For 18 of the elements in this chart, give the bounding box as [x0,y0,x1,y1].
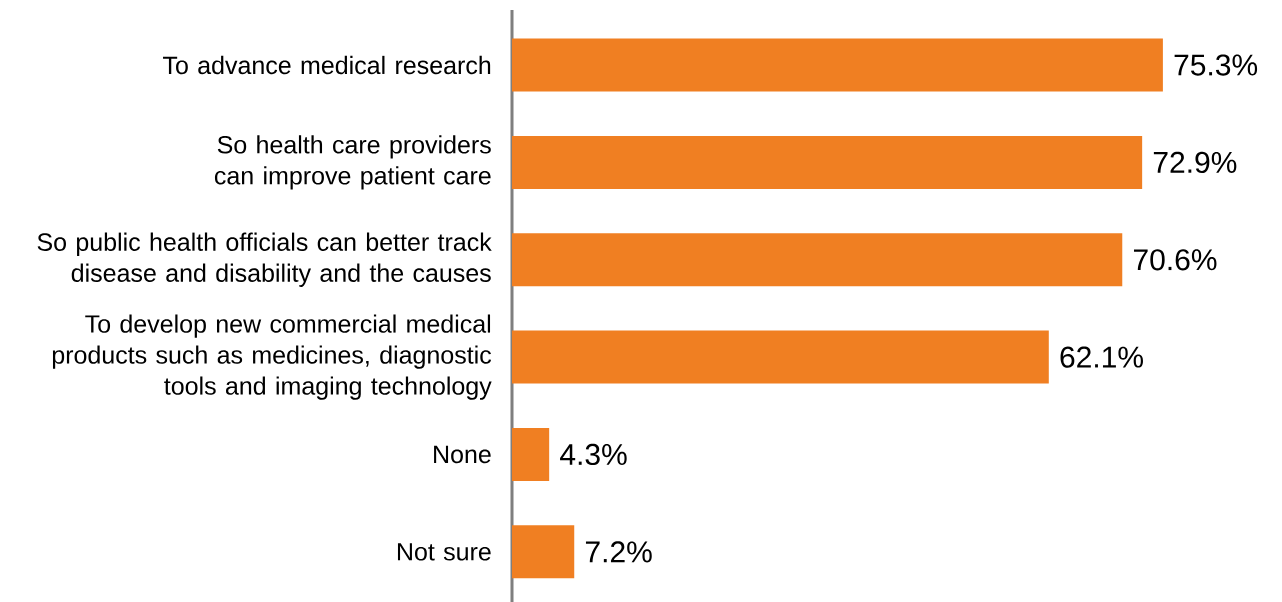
bar [512,135,1143,189]
y-tick-label: None [434,445,491,464]
bar [512,38,1163,92]
data-label: 62.1% [1060,346,1143,368]
data-label: 75.3% [1174,54,1258,76]
data-label: 70.6% [1134,249,1217,271]
y-tick-label: To advance medical research [163,55,491,75]
y-tick-label: Not sure [397,543,491,561]
y-tick-label: To develop new commercial medical products such as medicines, diagnostic tools and imaging technology [52,314,492,400]
bar [512,233,1123,287]
y-tick-label: So health care providers can improve patient care [214,135,491,190]
data-label: 4.3% [560,443,627,466]
bar [512,427,550,481]
bar [512,330,1049,384]
bar [512,525,575,579]
y-tick-label: So public health officials can better track disease and disability and the causes [37,232,492,287]
data-label: 7.2% [585,541,652,563]
data-label: 72.9% [1153,151,1237,174]
